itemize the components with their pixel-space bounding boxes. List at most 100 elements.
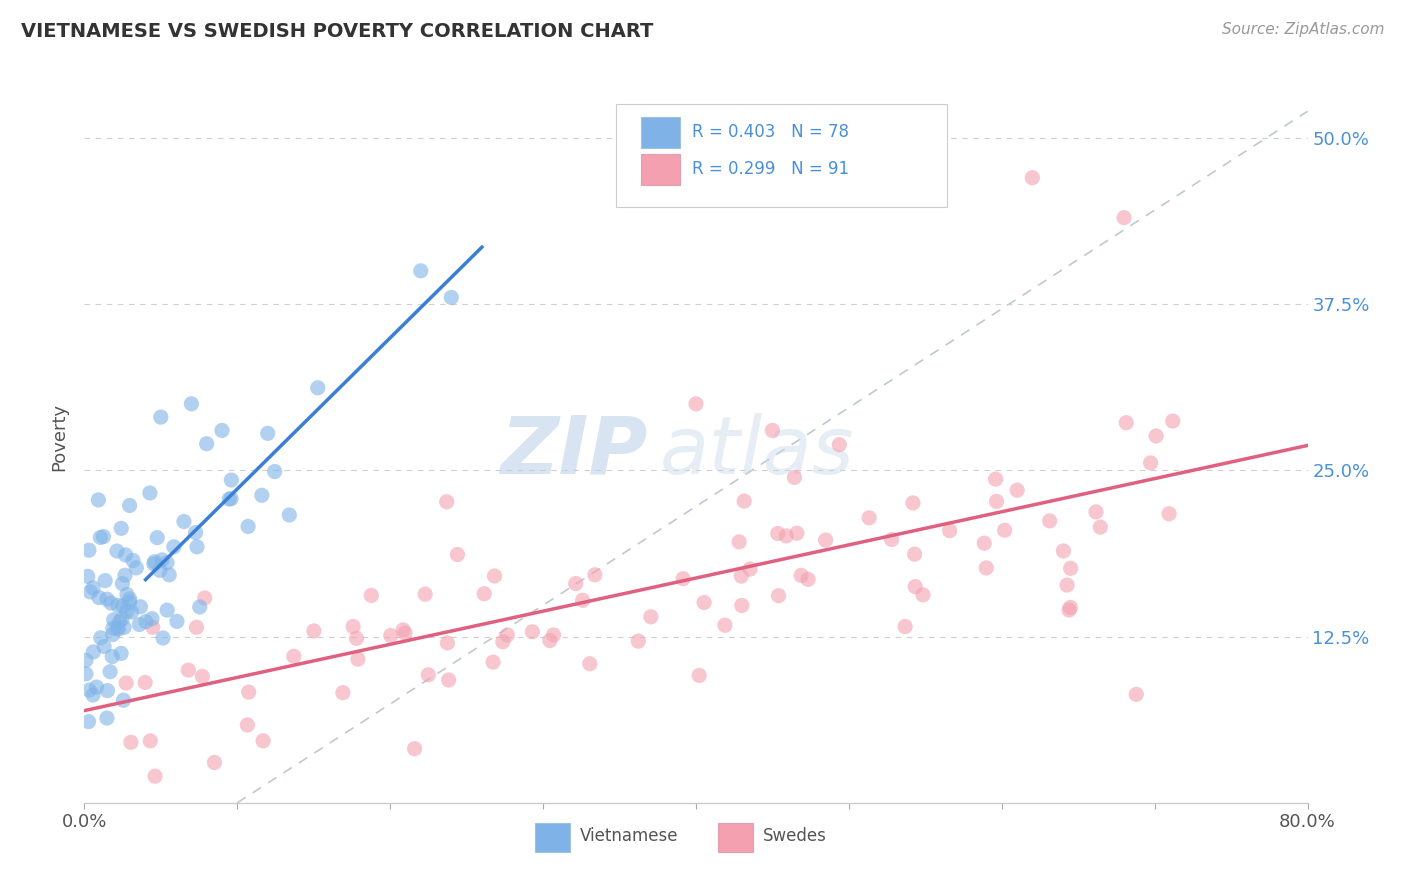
Point	[731, 599, 754, 613]
Text: R = 0.403   N = 78: R = 0.403 N = 78	[692, 123, 849, 141]
Point	[1059, 561, 1081, 575]
Text: VIETNAMESE VS SWEDISH POVERTY CORRELATION CHART: VIETNAMESE VS SWEDISH POVERTY CORRELATIO…	[21, 22, 654, 41]
Point	[1085, 505, 1108, 519]
Point	[77, 683, 100, 698]
Point	[332, 686, 354, 700]
Point	[640, 609, 662, 624]
Point	[141, 612, 163, 626]
Point	[143, 555, 166, 569]
Point	[380, 628, 402, 642]
Point	[77, 714, 100, 729]
Point	[766, 526, 789, 541]
Point	[761, 424, 783, 438]
Point	[1059, 600, 1081, 615]
Point	[156, 603, 179, 617]
Point	[1090, 520, 1112, 534]
Point	[484, 569, 506, 583]
Point	[436, 495, 458, 509]
Point	[775, 529, 797, 543]
Point	[578, 657, 600, 671]
Point	[409, 264, 432, 278]
Point	[77, 543, 100, 558]
Point	[814, 533, 837, 547]
Point	[974, 561, 997, 575]
Point	[93, 530, 115, 544]
Point	[901, 496, 924, 510]
Point	[986, 494, 1008, 508]
Point	[278, 508, 301, 522]
Point	[114, 568, 136, 582]
Point	[76, 569, 98, 583]
Point	[440, 290, 463, 304]
Point	[149, 563, 172, 577]
Point	[347, 652, 370, 666]
Point	[250, 488, 273, 502]
Point	[790, 568, 813, 582]
Point	[111, 612, 134, 626]
Point	[1005, 483, 1028, 498]
Point	[446, 548, 468, 562]
Point	[1021, 170, 1043, 185]
Point	[186, 540, 208, 554]
Point	[302, 624, 325, 638]
FancyBboxPatch shape	[616, 104, 946, 207]
Y-axis label: Poverty: Poverty	[51, 403, 69, 471]
Point	[150, 553, 173, 567]
Point	[880, 533, 903, 547]
Point	[994, 523, 1017, 537]
Point	[911, 588, 934, 602]
FancyBboxPatch shape	[718, 823, 754, 852]
Point	[256, 426, 278, 441]
Point	[115, 676, 138, 690]
Point	[1115, 416, 1137, 430]
Text: ZIP: ZIP	[499, 413, 647, 491]
Point	[114, 548, 136, 562]
Point	[146, 531, 169, 545]
Point	[100, 596, 122, 610]
Point	[904, 547, 927, 561]
Point	[103, 613, 125, 627]
Point	[283, 649, 305, 664]
Point	[627, 634, 650, 648]
Point	[583, 567, 606, 582]
Point	[418, 668, 440, 682]
Point	[149, 410, 172, 425]
Point	[120, 735, 142, 749]
Point	[188, 599, 211, 614]
Point	[96, 683, 118, 698]
Point	[82, 581, 104, 595]
Point	[904, 580, 927, 594]
Point	[492, 634, 515, 648]
Point	[730, 569, 752, 583]
Point	[392, 623, 415, 637]
Point	[75, 666, 97, 681]
Text: Vietnamese: Vietnamese	[579, 827, 678, 845]
Point	[180, 397, 202, 411]
Point	[733, 494, 755, 508]
Point	[143, 769, 166, 783]
Point	[79, 585, 101, 599]
Point	[413, 587, 436, 601]
FancyBboxPatch shape	[641, 154, 681, 185]
Point	[98, 665, 121, 679]
Point	[894, 619, 917, 633]
Point	[1057, 603, 1080, 617]
Point	[87, 492, 110, 507]
Point	[786, 526, 808, 541]
Point	[89, 530, 111, 544]
Point	[101, 621, 124, 635]
Point	[543, 628, 565, 642]
Point	[693, 595, 716, 609]
Point	[307, 381, 329, 395]
Point	[135, 615, 157, 629]
Text: Swedes: Swedes	[763, 827, 827, 845]
Point	[738, 562, 761, 576]
Point	[688, 668, 710, 682]
Point	[1139, 456, 1161, 470]
Point	[112, 620, 135, 634]
Point	[96, 711, 118, 725]
Text: Source: ZipAtlas.com: Source: ZipAtlas.com	[1222, 22, 1385, 37]
Point	[768, 589, 790, 603]
Point	[166, 615, 188, 629]
Point	[522, 624, 544, 639]
